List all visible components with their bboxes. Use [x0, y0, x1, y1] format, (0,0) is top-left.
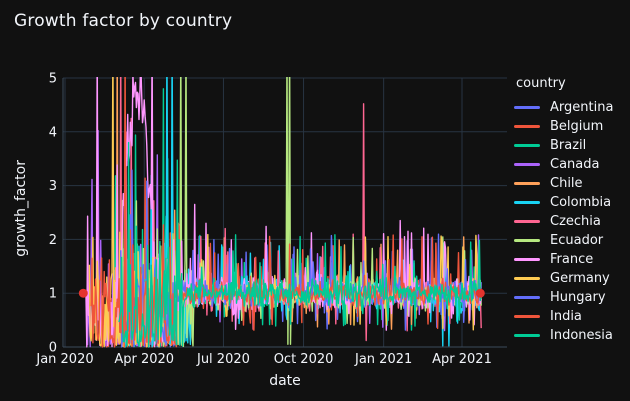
legend-item-label: Chile	[550, 176, 583, 191]
legend-line-swatch	[514, 334, 540, 337]
legend-item-ecuador[interactable]: Ecuador	[514, 231, 613, 250]
legend-item-label: France	[550, 252, 594, 267]
legend-item-germany[interactable]: Germany	[514, 269, 613, 288]
x-tick-label: Jan 2021	[354, 352, 412, 367]
y-tick-label: 2	[49, 233, 57, 248]
legend-item-czechia[interactable]: Czechia	[514, 212, 613, 231]
legend-item-label: Canada	[550, 157, 600, 172]
y-tick-label: 0	[49, 341, 57, 356]
legend-item-france[interactable]: France	[514, 250, 613, 269]
x-tick-label: Oct 2020	[274, 352, 334, 367]
legend-line-swatch	[514, 220, 540, 223]
y-tick-label: 1	[49, 287, 57, 302]
legend-item-india[interactable]: India	[514, 307, 613, 326]
y-tick-label: 5	[49, 72, 57, 87]
endpoint-marker	[78, 288, 88, 298]
legend-line-swatch	[514, 144, 540, 147]
series-line-indonesia	[118, 141, 482, 348]
x-tick-label: Jul 2020	[196, 352, 250, 367]
legend-line-swatch	[514, 106, 540, 109]
legend-item-label: Czechia	[550, 214, 601, 229]
legend-item-label: Hungary	[550, 290, 606, 305]
legend-line-swatch	[514, 163, 540, 166]
x-tick-label: Jan 2020	[35, 352, 93, 367]
series-group	[85, 77, 482, 348]
legend-line-swatch	[514, 296, 540, 299]
legend-item-label: Germany	[550, 271, 610, 286]
legend-item-canada[interactable]: Canada	[514, 155, 613, 174]
y-axis-title: growth_factor	[13, 160, 29, 257]
legend-item-label: Colombia	[550, 195, 612, 210]
legend-item-colombia[interactable]: Colombia	[514, 193, 613, 212]
legend-item-label: India	[550, 309, 582, 324]
legend-items: Argentina Belgium Brazil Canada Chile Colombi…	[514, 98, 613, 345]
y-tick-label: 3	[49, 179, 57, 194]
legend-title: country	[516, 76, 566, 91]
legend-line-swatch	[514, 239, 540, 242]
legend-line-swatch	[514, 182, 540, 185]
legend-item-label: Indonesia	[550, 328, 613, 343]
legend-item-argentina[interactable]: Argentina	[514, 98, 613, 117]
legend-line-swatch	[514, 258, 540, 261]
plot-area[interactable]	[63, 78, 507, 347]
legend-item-belgium[interactable]: Belgium	[514, 117, 613, 136]
legend-item-indonesia[interactable]: Indonesia	[514, 326, 613, 345]
legend-line-swatch	[514, 277, 540, 280]
legend-line-swatch	[514, 315, 540, 318]
y-tick-label: 4	[49, 125, 57, 140]
legend-item-brazil[interactable]: Brazil	[514, 136, 613, 155]
legend-item-label: Brazil	[550, 138, 587, 153]
legend-item-label: Argentina	[550, 100, 614, 115]
legend-item-chile[interactable]: Chile	[514, 174, 613, 193]
endpoint-marker	[475, 288, 485, 298]
x-tick-label: Apr 2021	[432, 352, 492, 367]
legend-line-swatch	[514, 125, 540, 128]
legend-item-label: Ecuador	[550, 233, 604, 248]
x-axis-title: date	[269, 373, 301, 389]
legend: country Argentina Belgium Brazil Canada Chil…	[514, 76, 613, 345]
legend-line-swatch	[514, 201, 540, 204]
chart-title: Growth factor by country	[14, 11, 233, 31]
legend-item-hungary[interactable]: Hungary	[514, 288, 613, 307]
x-tick-label: Apr 2020	[114, 352, 174, 367]
legend-item-label: Belgium	[550, 119, 604, 134]
